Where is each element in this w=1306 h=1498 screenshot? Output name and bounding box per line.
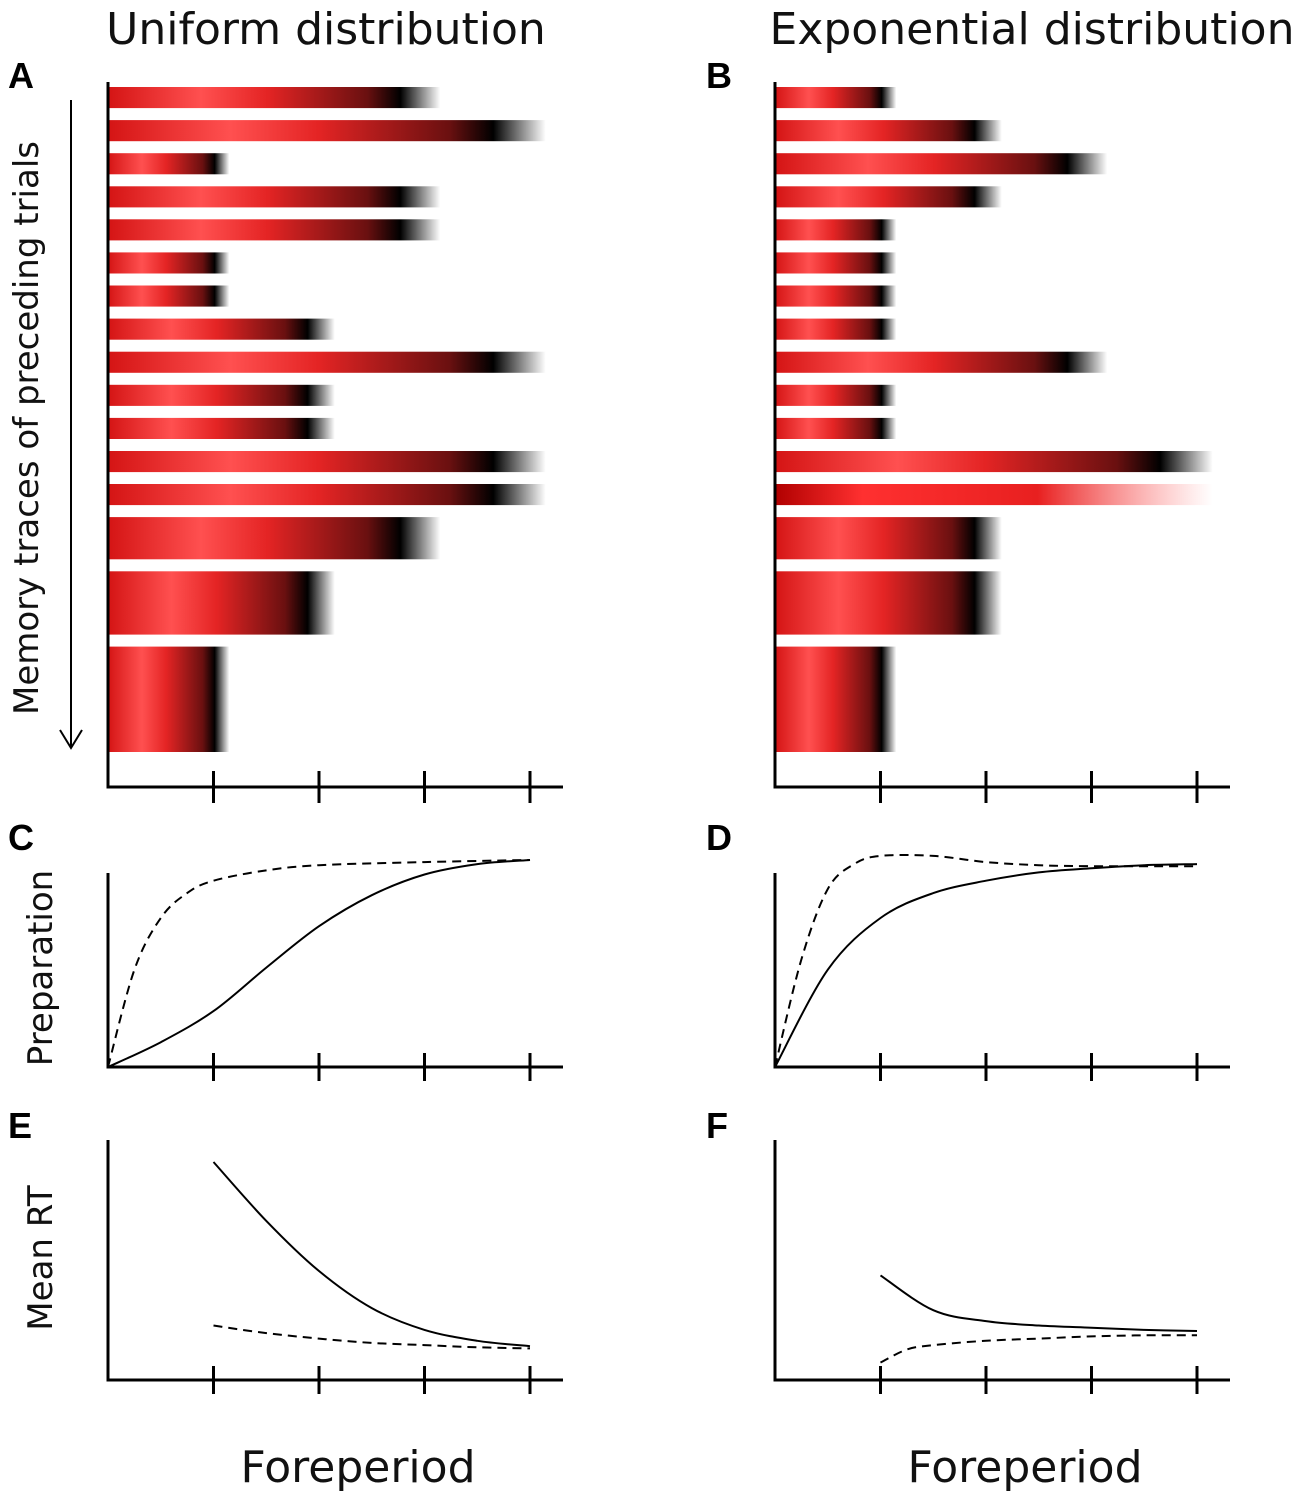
panel-label-a: A bbox=[8, 55, 34, 96]
panel-d-preparation bbox=[773, 853, 1230, 1081]
xlabel-right: Foreperiod bbox=[907, 1442, 1142, 1493]
memory-trace-6 bbox=[108, 252, 230, 274]
ylabel-preparation: Preparation bbox=[21, 870, 61, 1066]
memory-trace-9 bbox=[775, 351, 1108, 373]
panel-label-d: D bbox=[706, 817, 732, 858]
memory-trace-12 bbox=[775, 451, 1213, 473]
memory-trace-2 bbox=[775, 120, 1002, 142]
series-line-dashed bbox=[880, 1334, 1198, 1364]
memory-trace-9 bbox=[108, 351, 546, 373]
memory-trace-4 bbox=[108, 186, 441, 208]
memory-trace-15 bbox=[775, 571, 1002, 635]
panel-label-e: E bbox=[8, 1105, 32, 1146]
memory-trace-14 bbox=[775, 517, 1002, 560]
panel-e-mean-rt bbox=[106, 1140, 563, 1394]
memory-trace-8 bbox=[108, 318, 335, 340]
memory-trace-15 bbox=[108, 571, 335, 635]
memory-trace-7 bbox=[108, 285, 230, 307]
panel-label-c: C bbox=[8, 817, 34, 858]
memory-trace-6 bbox=[775, 252, 897, 274]
series-line-dashed bbox=[213, 1324, 531, 1350]
panel-c-preparation bbox=[106, 859, 563, 1081]
memory-trace-11 bbox=[108, 417, 335, 439]
title-exponential: Exponential distribution bbox=[770, 4, 1295, 55]
panel-b-memory-traces bbox=[773, 82, 1230, 803]
memory-trace-3 bbox=[775, 153, 1108, 175]
memory-trace-1 bbox=[108, 87, 441, 109]
trace-axis-label: Memory traces of preceding trials bbox=[7, 141, 47, 715]
memory-trace-5 bbox=[775, 219, 897, 241]
memory-trace-16 bbox=[108, 646, 230, 752]
memory-trace-4 bbox=[775, 186, 1002, 208]
panel-label-f: F bbox=[706, 1105, 728, 1146]
memory-trace-10 bbox=[775, 384, 897, 406]
memory-trace-5 bbox=[108, 219, 441, 241]
memory-trace-16 bbox=[775, 646, 897, 752]
memory-trace-13 bbox=[108, 484, 546, 506]
series-line-dashed bbox=[107, 859, 531, 1068]
series-line-dashed bbox=[774, 853, 1198, 1068]
series-line-solid bbox=[107, 859, 531, 1068]
xlabel-left: Foreperiod bbox=[240, 1442, 475, 1493]
memory-trace-1 bbox=[775, 87, 897, 109]
memory-trace-11 bbox=[775, 417, 897, 439]
memory-trace-7 bbox=[775, 285, 897, 307]
memory-trace-12 bbox=[108, 451, 546, 473]
memory-trace-13 bbox=[775, 484, 1213, 506]
ylabel-mean-rt: Mean RT bbox=[21, 1185, 61, 1331]
memory-trace-8 bbox=[775, 318, 897, 340]
panel-label-b: B bbox=[706, 55, 732, 96]
series-line-solid bbox=[212, 1161, 531, 1348]
series-line-solid bbox=[879, 1274, 1198, 1332]
panel-a-memory-traces bbox=[106, 82, 563, 803]
memory-trace-14 bbox=[108, 517, 441, 560]
panel-f-mean-rt bbox=[773, 1140, 1230, 1394]
memory-trace-2 bbox=[108, 120, 546, 142]
series-line-solid bbox=[774, 863, 1198, 1068]
memory-trace-3 bbox=[108, 153, 230, 175]
title-uniform: Uniform distribution bbox=[106, 4, 546, 55]
memory-trace-10 bbox=[108, 384, 335, 406]
trace-direction-arrow-icon bbox=[59, 100, 83, 750]
